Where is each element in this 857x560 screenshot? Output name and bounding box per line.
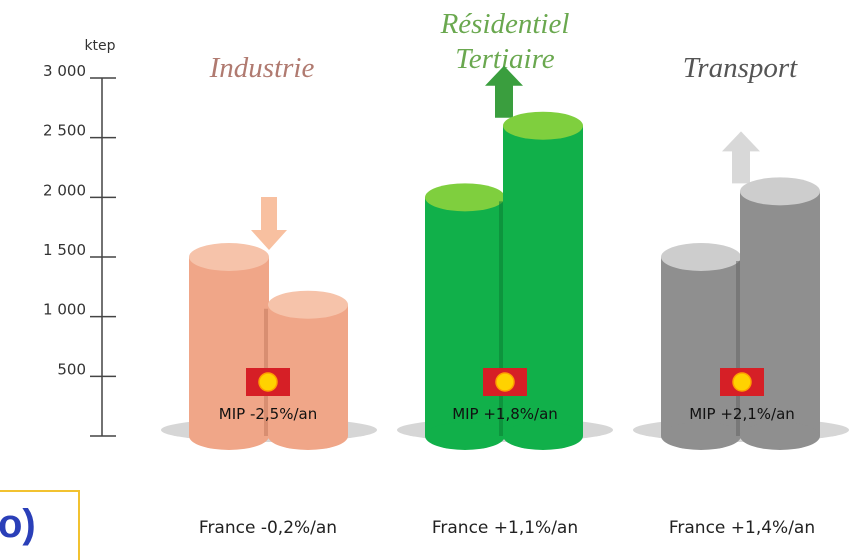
corner-fragment-text: o) xyxy=(0,502,36,546)
bar-front-top xyxy=(740,177,820,206)
bar-front-bottom xyxy=(740,422,820,450)
y-tick-label: 2 000 xyxy=(43,181,86,199)
y-tick-label: 2 500 xyxy=(43,122,86,140)
mip-growth-label: MIP +1,8%/an xyxy=(452,405,558,423)
bar-back-bottom xyxy=(425,422,505,450)
bar-back-top xyxy=(189,243,269,271)
bar-back-bottom xyxy=(189,422,269,450)
bar-front-top xyxy=(503,111,583,140)
mip-sun-icon xyxy=(258,372,278,392)
sector-title: Résidentiel xyxy=(440,8,570,40)
mip-growth-label: MIP -2,5%/an xyxy=(219,405,317,423)
bar-front-top xyxy=(268,290,348,319)
mip-sun-icon xyxy=(495,372,515,392)
y-tick-label: 500 xyxy=(57,360,86,378)
bar-front-body xyxy=(740,191,820,436)
y-tick-label: 3 000 xyxy=(43,62,86,80)
y-tick-label: 1 500 xyxy=(43,241,86,259)
bar-front-bottom xyxy=(268,422,348,450)
bar-front-bottom xyxy=(503,422,583,450)
corner-fragment-box: o) xyxy=(0,490,80,560)
bar-back-body xyxy=(189,257,269,436)
y-tick-label: 1 000 xyxy=(43,301,86,319)
bar-back-body xyxy=(425,197,505,436)
bar-back-top xyxy=(425,183,505,212)
trend-arrow xyxy=(485,65,523,118)
sector-group: Industrie MIP -2,5%/an France -0,2%/an xyxy=(161,52,377,538)
trend-arrow xyxy=(251,197,287,250)
france-growth-label: France -0,2%/an xyxy=(199,518,337,538)
bar-back-body xyxy=(661,257,741,436)
trend-arrow xyxy=(722,131,760,184)
france-growth-label: France +1,4%/an xyxy=(669,518,815,538)
sector-title: Transport xyxy=(683,52,798,84)
energy-consumption-chart: ktep 3 000 2 500 2 000 1 500 1 000 500 Industr… xyxy=(43,8,849,538)
sector-groups: Industrie MIP -2,5%/an France -0,2%/an Rési… xyxy=(161,8,849,538)
sector-title: Industrie xyxy=(209,52,315,84)
mip-sun-icon xyxy=(732,372,752,392)
bar-back-top xyxy=(661,243,741,271)
mip-growth-label: MIP +2,1%/an xyxy=(689,405,795,423)
bar-back-bottom xyxy=(661,422,741,450)
france-growth-label: France +1,1%/an xyxy=(432,518,578,538)
sector-group: Transport MIP +2,1%/an France +1,4%/an xyxy=(633,52,849,538)
y-axis: ktep 3 000 2 500 2 000 1 500 1 000 500 xyxy=(43,38,116,437)
y-axis-unit: ktep xyxy=(84,38,115,54)
